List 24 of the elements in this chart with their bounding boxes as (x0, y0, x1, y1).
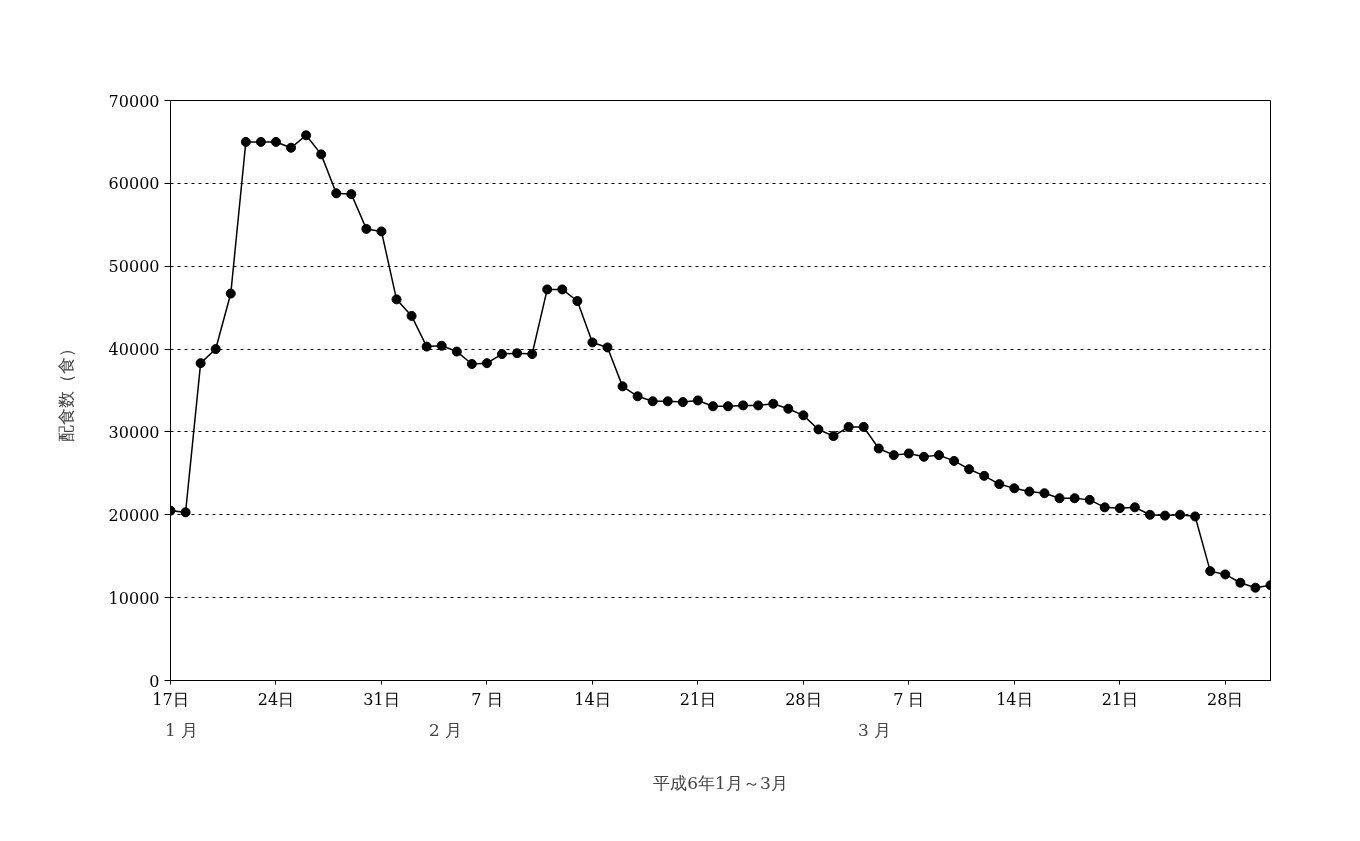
x-tick-label: 7 日 (893, 689, 925, 709)
x-tick-label: 7 日 (471, 689, 503, 709)
y-tick-label: 50000 (108, 257, 160, 277)
y-tick-label: 10000 (108, 588, 160, 608)
y-tick-label: 30000 (108, 422, 160, 442)
x-axis-title: 平成6年1月～3月 (653, 772, 788, 793)
x-tick-label: 14日 (996, 689, 1033, 709)
text: 2 月 (428, 719, 463, 740)
y-tick-label: 20000 (108, 505, 160, 525)
x-tick-label: 21日 (679, 689, 717, 709)
y-tick-label: 60000 (108, 174, 160, 194)
y-tick-label: 70000 (108, 91, 160, 111)
x-tick-label: 14日 (574, 689, 611, 709)
x-tick-label: 28日 (785, 689, 822, 709)
text: 1 月 (164, 719, 199, 740)
text: 3 月 (857, 719, 892, 740)
x-tick-label: 31日 (363, 689, 400, 709)
y-tick-label: 0 (149, 671, 160, 691)
x-tick-label: 17日 (152, 689, 189, 709)
x-tick-label: 24日 (257, 689, 295, 709)
y-axis-title: 配食数（食） (55, 339, 76, 442)
x-tick-label: 21日 (1101, 689, 1138, 709)
x-tick-label: 28日 (1207, 689, 1244, 709)
y-tick-label: 40000 (108, 340, 160, 360)
